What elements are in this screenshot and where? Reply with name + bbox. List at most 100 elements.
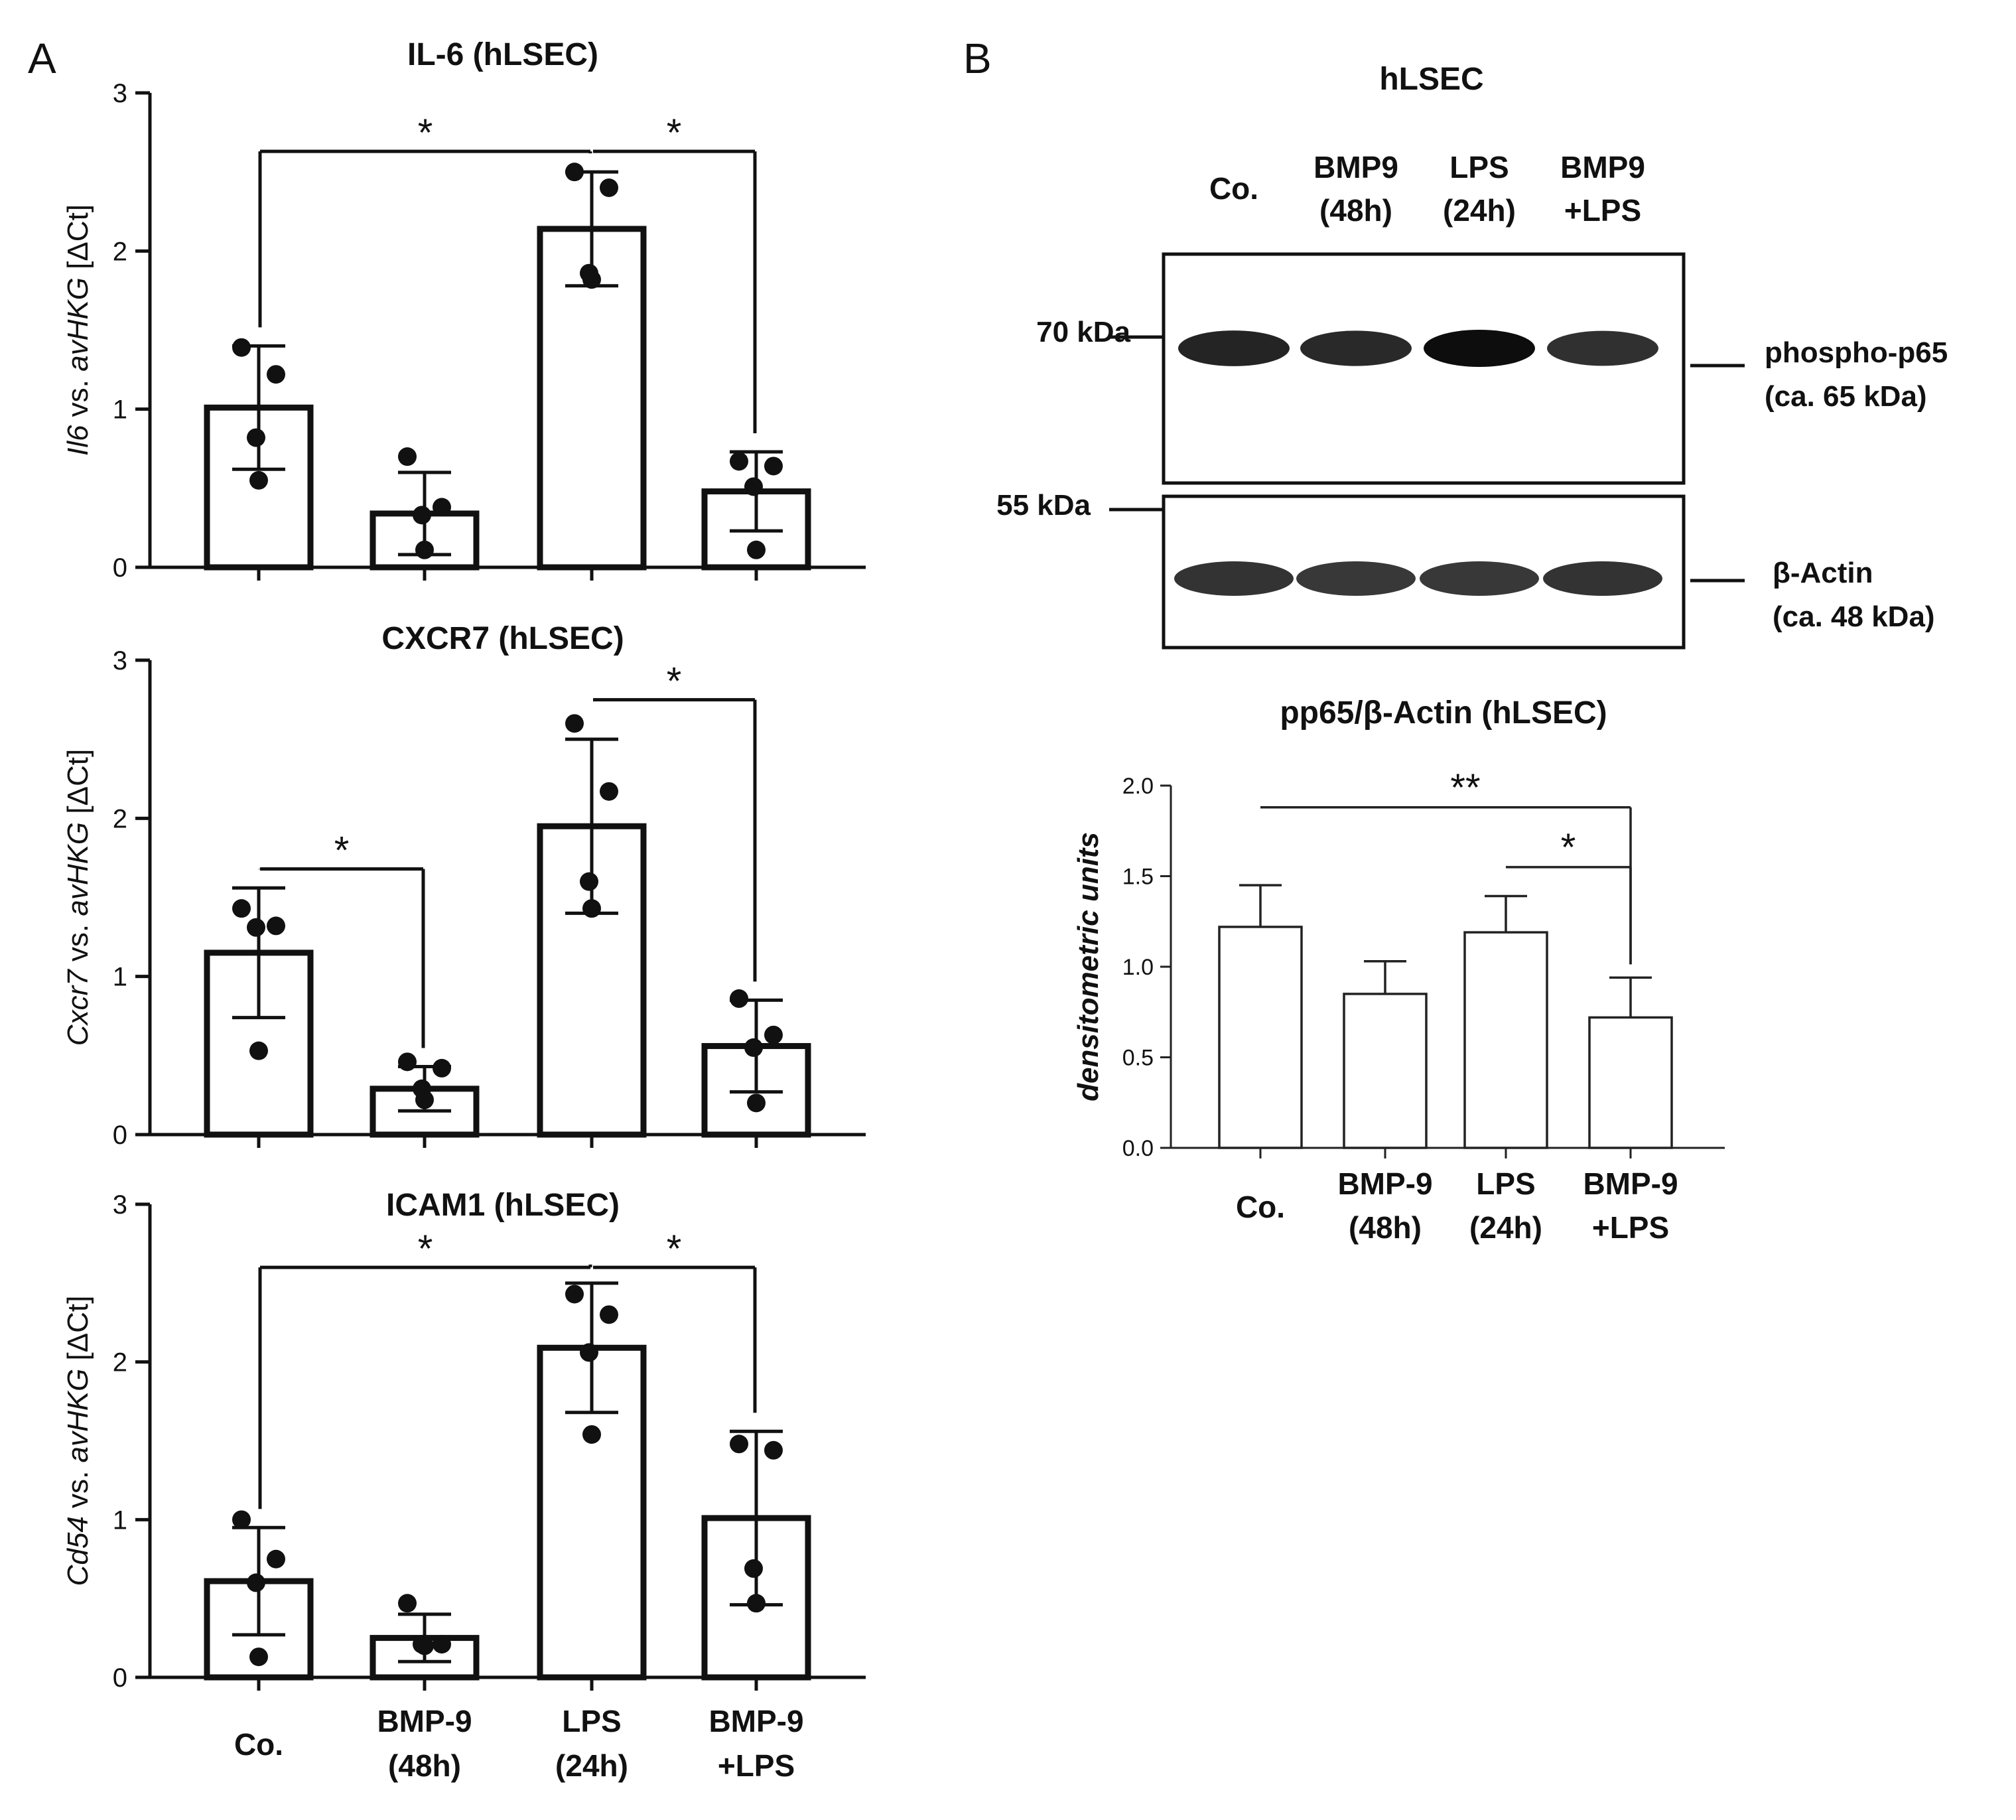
significance-label: *	[418, 111, 433, 155]
data-point	[582, 1425, 601, 1444]
data-point	[415, 1090, 434, 1109]
category-label-line2: (48h)	[388, 1748, 461, 1783]
lane-label-line2: (24h)	[1443, 193, 1516, 228]
y-label-unit: [ΔCt]	[62, 749, 94, 822]
data-point	[267, 1549, 285, 1569]
chart-title: IL-6 (hLSEC)	[407, 37, 598, 72]
category-label-line2: (48h)	[1349, 1210, 1422, 1245]
bar	[1218, 926, 1303, 1149]
data-point	[398, 447, 417, 466]
data-point	[764, 1440, 783, 1460]
phospho-p65-band	[1547, 330, 1658, 366]
chart-title: ICAM1 (hLSEC)	[386, 1188, 620, 1223]
y-tick-label: 1	[113, 963, 127, 992]
y-tick-label: 1	[113, 1505, 127, 1535]
y-tick-label: 3	[113, 79, 127, 108]
data-point	[249, 1647, 268, 1667]
data-point	[413, 506, 431, 525]
blot-title: hLSEC	[1379, 62, 1483, 97]
y-label-gene: Cxcr7	[62, 969, 94, 1046]
beta-actin-band	[1543, 561, 1662, 596]
phospho-p65-label: phospho-p65	[1765, 336, 1948, 369]
data-point	[744, 1038, 763, 1057]
category-label-line1: BMP-9	[1583, 1166, 1678, 1201]
panel-a-category-labels: Co. BMP-9 (48h) LPS (24h) BMP-9 +LPS	[234, 1704, 804, 1783]
beta-actin-band	[1420, 561, 1539, 596]
data-point	[415, 540, 434, 559]
data-point	[582, 899, 601, 918]
data-point	[433, 498, 451, 517]
data-point	[398, 1594, 417, 1613]
western-blot: hLSEC Co. BMP9 (48h) LPS (24h) BMP9 +LPS 70 kDa 5…	[996, 62, 1948, 650]
data-point	[565, 163, 584, 182]
phospho-p65-band	[1178, 330, 1290, 366]
data-point	[600, 782, 618, 801]
category-label-line1: BMP-9	[1337, 1166, 1432, 1201]
phospho-p65-band	[1300, 330, 1412, 366]
data-point	[415, 1636, 434, 1655]
data-point	[764, 1025, 783, 1044]
beta-actin-band	[1296, 561, 1416, 596]
data-point	[249, 470, 268, 490]
y-tick-label: 1.0	[1122, 955, 1154, 980]
y-tick-label: 0	[113, 1121, 127, 1150]
category-label-line2: (24h)	[1469, 1210, 1542, 1245]
marker-55-label: 55 kDa	[996, 489, 1091, 522]
data-point	[747, 1093, 766, 1113]
significance-label: *	[1561, 826, 1576, 869]
y-tick-label: 2	[113, 237, 127, 266]
data-point	[267, 365, 285, 384]
y-tick-label: 3	[113, 1190, 127, 1220]
data-point	[565, 1285, 584, 1304]
beta-actin-band	[1174, 561, 1294, 596]
bar	[1463, 931, 1548, 1149]
y-tick-label: 0.5	[1122, 1046, 1154, 1071]
y-label-vs: vs.	[62, 1463, 94, 1517]
marker-70-label: 70 kDa	[1036, 316, 1130, 348]
panel-b-letter: B	[963, 35, 992, 82]
category-label-line1: LPS	[1476, 1166, 1535, 1201]
data-point	[247, 428, 265, 447]
y-label-ref: avHKG	[62, 277, 94, 372]
panel-a-letter: A	[28, 35, 56, 82]
lane-label-line1: LPS	[1449, 150, 1509, 184]
y-axis-label: densitometric units	[1072, 832, 1105, 1101]
significance-label: *	[667, 660, 682, 703]
y-label-vs: vs.	[62, 372, 94, 425]
y-tick-label: 0	[113, 1663, 127, 1693]
data-point	[580, 1343, 598, 1362]
data-point	[744, 477, 763, 496]
data-point	[744, 1559, 763, 1578]
category-label-line1: BMP-9	[377, 1704, 472, 1738]
y-tick-label: 2	[113, 804, 127, 833]
data-point	[232, 338, 251, 357]
y-axis-label: Cd54 vs. avHKG [ΔCt]	[62, 1296, 94, 1586]
y-label-vs: vs.	[62, 916, 94, 970]
y-axis-label: Il6 vs. avHKG [ΔCt]	[62, 204, 94, 456]
pp65-chart: pp65/β-Actin (hLSEC) 0.0 0.5 1.0 1.5 2.0 densi…	[1072, 695, 1725, 1245]
significance-label: **	[1450, 766, 1480, 809]
y-tick-label: 0	[113, 553, 127, 583]
bar	[1343, 993, 1428, 1149]
data-point	[249, 1041, 268, 1060]
lane-label-line1: BMP9	[1560, 150, 1645, 184]
significance-label: *	[418, 1227, 433, 1271]
data-point	[600, 1305, 618, 1324]
category-label-line2: (24h)	[555, 1748, 628, 1783]
significance-label: *	[667, 1227, 682, 1271]
category-label: Co.	[234, 1727, 283, 1762]
y-label-unit: [ΔCt]	[62, 204, 94, 277]
data-point	[433, 1635, 451, 1654]
significance-label: *	[334, 829, 350, 873]
phospho-p65-size-label: (ca. 65 kDa)	[1765, 380, 1927, 413]
data-point	[730, 1435, 748, 1454]
category-label: Co.	[1236, 1190, 1285, 1224]
bar	[537, 226, 647, 571]
data-point	[247, 1573, 265, 1592]
data-point	[398, 1052, 417, 1072]
lane-label-line2: (48h)	[1319, 193, 1392, 228]
data-point	[764, 456, 783, 476]
y-label-ref: avHKG	[62, 1369, 94, 1463]
y-label-gene: Il6	[62, 425, 94, 456]
